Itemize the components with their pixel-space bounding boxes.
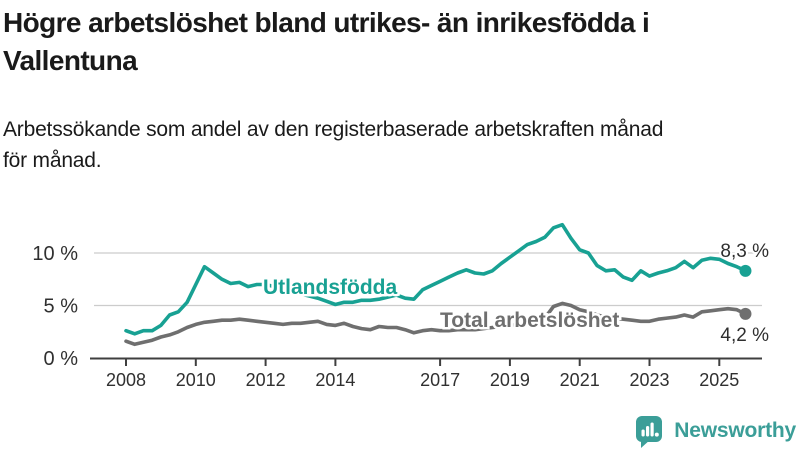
series-line-total-arbetsl-shet [124,301,748,347]
y-axis-tick-label: 10 % [32,243,78,265]
newsworthy-wordmark: Newsworthy [674,419,796,442]
series-end-value-label: 4,2 % [720,325,769,346]
series-line-utlandsf-dda [124,222,748,336]
chart-subtitle-line-1: Arbetssökande som andel av den registerb… [3,118,664,141]
series-end-dot [739,264,752,277]
y-axis-tick-label: 5 % [44,296,79,318]
x-axis-tick-label: 2017 [420,370,460,390]
x-axis-tick-label: 2008 [106,370,146,390]
x-axis-tick-label: 2021 [560,370,600,390]
y-axis-tick-label: 0 % [44,348,79,370]
x-axis-tick-label: 2012 [246,370,286,390]
series-end-value-label: 8,3 % [720,241,769,262]
series-label: Utlandsfödda [263,276,397,299]
x-axis-tick-label: 2010 [176,370,216,390]
chart-subtitle: Arbetssökande som andel av den registerb… [3,114,663,176]
newsworthy-logo: Newsworthy [633,413,796,449]
x-axis-tick-label: 2019 [490,370,530,390]
x-axis-tick-label: 2023 [629,370,669,390]
chart-title-line-1: Högre arbetslöshet bland utrikes- än inr… [3,7,650,38]
x-axis-tick-label: 2014 [315,370,355,390]
line-chart-canvas: 0 % 5 % 10 % 2008 2010 2012 2014 2017 2019 2021 20… [32,222,771,390]
series-label: Total arbetslöshet [440,309,619,332]
chart-title: Högre arbetslöshet bland utrikes- än inr… [3,4,792,80]
line-chart: 0 % 5 % 10 % 2008 2010 2012 2014 2017 2019 2021 20… [0,200,800,450]
chart-subtitle-line-2: för månad. [3,149,102,172]
chart-title-line-2: Vallentuna [3,45,138,76]
newsworthy-speech-bubble-icon [636,416,663,448]
series-end-dot [739,307,752,320]
x-axis-tick-label: 2025 [699,370,739,390]
chart-header: Högre arbetslöshet bland utrikes- än inr… [0,0,800,172]
